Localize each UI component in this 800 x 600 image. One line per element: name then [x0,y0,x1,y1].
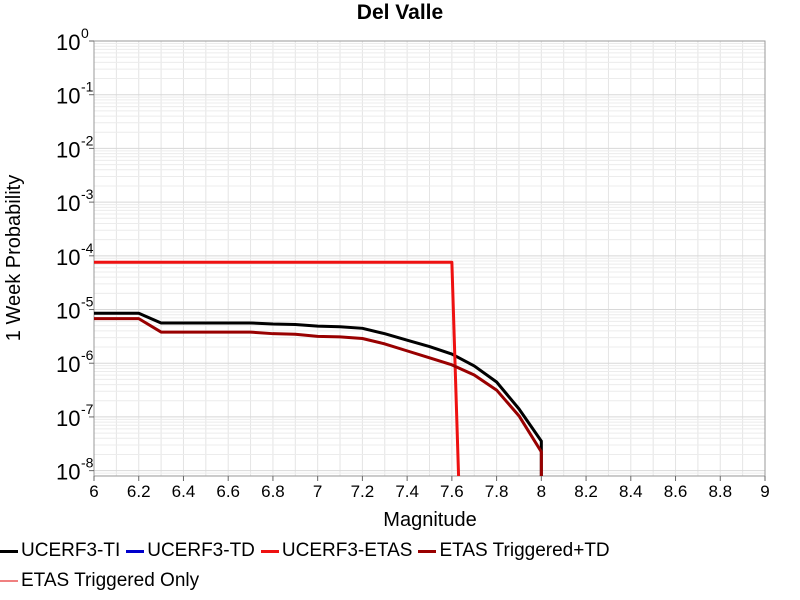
x-tick-label: 8.8 [708,482,732,501]
y-tick-label: 10 [56,299,80,324]
series-line-etas-triggered-td [94,317,543,476]
legend-row: UCERF3-TI UCERF3-TD UCERF3-ETAS ETAS Tri… [0,536,800,566]
y-tick-exponent: -6 [81,347,94,363]
chart-svg: 6 6.2 6.4 6.6 6.8 7 7.2 7.4 7.6 7.8 8 8.2 8.4 8.6 8.8 9… [3,1,770,531]
legend-swatch [260,549,279,553]
y-tick-label: 10 [56,84,80,109]
legend-swatch [0,549,18,553]
y-tick-label: 10 [56,352,80,377]
legend-item-ucerf3-ti: UCERF3-TI [0,540,120,562]
y-tick-exponent: -7 [81,401,94,417]
x-tick-label: 7 [313,482,322,501]
y-tick-exponent: -8 [81,455,94,471]
series-line-ucerf3-etas [94,260,461,477]
y-tick-label: 10 [56,137,80,162]
x-tick-label: 6.2 [127,482,151,501]
legend-label: ETAS Triggered Only [21,570,200,591]
x-axis-label: Magnitude [383,509,476,531]
legend-label: UCERF3-ETAS [281,540,413,561]
x-tick-label: 8.4 [619,482,643,501]
x-tick-label: 8.6 [664,482,688,501]
legend-item-ucerf3-etas: UCERF3-ETAS [260,540,413,562]
y-tick-exponent: -1 [81,79,94,95]
x-tick-label: 6.4 [172,482,196,501]
series-line-ucerf3-ti [94,311,543,476]
plot-frame [93,40,766,477]
legend: UCERF3-TI UCERF3-TD UCERF3-ETAS ETAS Tri… [0,536,800,596]
x-tick-label: 8.2 [574,482,598,501]
legend-swatch [0,580,18,582]
y-axis-label: 1 Week Probability [3,175,25,341]
y-tick-label: 10 [56,30,80,55]
x-tick-label: 9 [760,482,769,501]
y-tick-label: 10 [56,460,80,485]
series-group [94,260,543,477]
x-tick-label: 6.6 [216,482,240,501]
y-tick-label: 10 [56,245,80,270]
legend-swatch [418,549,437,553]
legend-item-ucerf3-td: UCERF3-TD [126,540,255,562]
legend-label: ETAS Triggered+TD [439,540,610,561]
legend-swatch [126,549,145,553]
x-tick-label: 7.4 [395,482,419,501]
x-tick-labels: 6 6.2 6.4 6.6 6.8 7 7.2 7.4 7.6 7.8 8 8.2 8.4 8.6 8.8 9 [89,476,770,501]
legend-row: ETAS Triggered Only [0,566,800,596]
y-tick-label: 10 [56,406,80,431]
x-tick-label: 7.2 [351,482,375,501]
legend-item-etas-triggered-only: ETAS Triggered Only [0,570,199,592]
legend-item-etas-triggered-td: ETAS Triggered+TD [418,540,610,562]
x-tick-label: 7.6 [440,482,464,501]
x-tick-label: 8 [537,482,546,501]
y-tick-label: 10 [56,191,80,216]
y-tick-exponent: -2 [81,132,94,148]
x-tick-label: 6 [89,482,98,501]
y-tick-exponent: -4 [81,240,94,256]
x-tick-label: 7.8 [485,482,509,501]
x-tick-label: 6.8 [261,482,285,501]
chart-title: Del Valle [357,1,443,24]
legend-label: UCERF3-TI [21,540,121,561]
legend-label: UCERF3-TD [147,540,255,561]
y-tick-exponent: 0 [81,25,89,41]
y-tick-exponent: -5 [81,294,94,310]
grid [93,41,766,477]
y-tick-exponent: -3 [81,186,94,202]
